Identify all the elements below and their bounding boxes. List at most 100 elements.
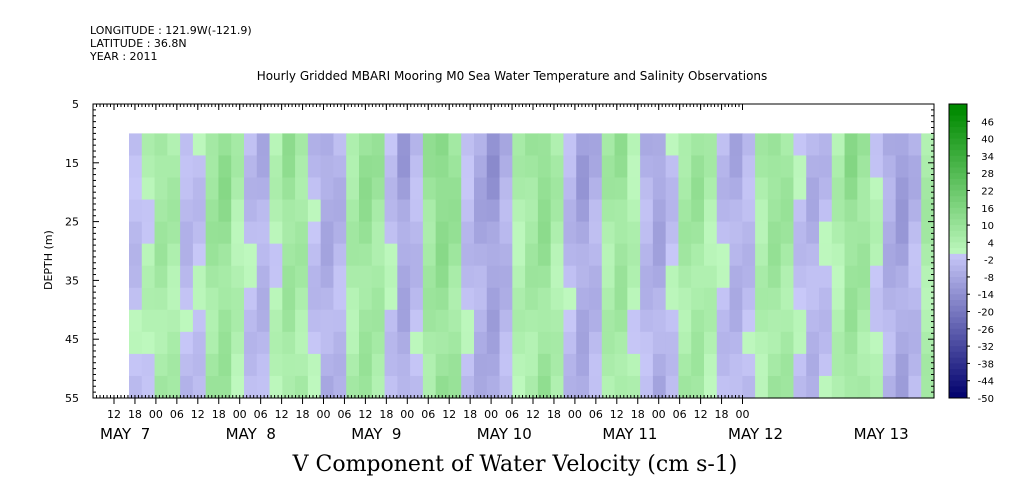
heatmap-cell	[550, 221, 565, 245]
heatmap-cell	[601, 221, 616, 245]
heatmap-cell	[397, 331, 411, 355]
heatmap-cell	[627, 133, 641, 157]
heatmap-cell	[831, 221, 846, 245]
heatmap-cell	[295, 353, 309, 377]
heatmap-cell	[205, 375, 220, 399]
heatmap-cell	[563, 287, 577, 311]
heatmap-cell	[780, 177, 795, 201]
heatmap-cell	[461, 155, 475, 179]
heatmap-cell	[742, 133, 756, 157]
heatmap-cell	[691, 309, 705, 333]
heatmap-cell	[767, 265, 782, 289]
heatmap-cell	[882, 177, 897, 201]
heatmap-cell	[537, 199, 552, 223]
heatmap-cell	[269, 199, 283, 223]
heatmap-cell	[589, 375, 603, 399]
heatmap-cell	[793, 177, 807, 201]
heatmap-cell	[882, 199, 897, 223]
heatmap-cell	[333, 287, 347, 311]
heatmap-cell	[870, 375, 884, 399]
heatmap-cell	[320, 353, 335, 377]
x-tick-label: 00	[568, 408, 582, 421]
heatmap-cell	[601, 243, 616, 267]
heatmap-cell	[895, 243, 910, 267]
colorbar-swatch	[949, 259, 967, 266]
heatmap-cell	[269, 155, 283, 179]
heatmap-cell	[857, 375, 871, 399]
heatmap-cell	[346, 133, 360, 157]
heatmap-cell	[384, 177, 398, 201]
heatmap-cell	[704, 199, 718, 223]
heatmap-cell	[320, 331, 335, 355]
heatmap-cell	[550, 309, 565, 333]
heatmap-cell	[780, 331, 795, 355]
heatmap-cell	[691, 331, 705, 355]
x-tick-label: 06	[170, 408, 184, 421]
heatmap-cell	[755, 221, 769, 245]
heatmap-cell	[359, 177, 373, 201]
heatmap-cell	[435, 243, 450, 267]
heatmap-cell	[346, 309, 360, 333]
heatmap-cell	[192, 221, 207, 245]
heatmap-cell	[448, 309, 462, 333]
heatmap-cell	[205, 309, 220, 333]
heatmap-cell	[563, 353, 577, 377]
heatmap-cell	[716, 331, 731, 355]
heatmap-cell	[384, 265, 398, 289]
colorbar-label: -38	[978, 359, 994, 370]
heatmap-cell	[652, 353, 667, 377]
heatmap-cell	[652, 375, 667, 399]
heatmap-cell	[499, 331, 513, 355]
heatmap-cell	[755, 375, 769, 399]
heatmap-cell	[806, 265, 820, 289]
heatmap-cell	[589, 155, 603, 179]
heatmap-cell	[729, 287, 743, 311]
heatmap-cell	[908, 199, 922, 223]
heatmap-cell	[410, 287, 424, 311]
heatmap-cell	[806, 133, 820, 157]
heatmap-cell	[563, 331, 577, 355]
heatmap-cell	[895, 133, 910, 157]
heatmap-cell	[819, 199, 833, 223]
colorbar-swatch	[949, 357, 967, 364]
heatmap-cell	[665, 375, 680, 399]
heatmap-cell	[691, 265, 705, 289]
heatmap-cell	[729, 199, 743, 223]
heatmap-cell	[844, 331, 858, 355]
heatmap-cell	[231, 221, 245, 245]
heatmap-cell	[716, 353, 731, 377]
x-tick-label: 12	[526, 408, 540, 421]
heatmap-cell	[320, 243, 335, 267]
heatmap-cell	[767, 287, 782, 311]
colorbar-swatch	[949, 300, 967, 307]
heatmap-cell	[767, 221, 782, 245]
x-tick-label: 06	[505, 408, 519, 421]
heatmap-cell	[448, 375, 462, 399]
heatmap-cell	[780, 287, 795, 311]
heatmap-cell	[729, 177, 743, 201]
heatmap-cell	[320, 309, 335, 333]
heatmap-cell	[422, 265, 437, 289]
heatmap-cell	[640, 155, 654, 179]
heatmap-cell	[141, 243, 156, 267]
heatmap-cell	[665, 177, 680, 201]
x-tick-label: 06	[673, 408, 687, 421]
heatmap-cell	[422, 331, 437, 355]
heatmap-cell	[231, 243, 245, 267]
heatmap-cell	[895, 331, 910, 355]
colorbar-swatch	[949, 340, 967, 347]
heatmap-cell	[448, 133, 462, 157]
heatmap-cell	[154, 265, 168, 289]
heatmap-cell	[448, 243, 462, 267]
heatmap-cell	[755, 155, 769, 179]
heatmap-cell	[755, 331, 769, 355]
heatmap-cell	[333, 331, 347, 355]
heatmap-cell	[397, 133, 411, 157]
colorbar-swatch	[949, 288, 967, 295]
heatmap-cell	[397, 265, 411, 289]
heatmap-cell	[589, 133, 603, 157]
heatmap-cell	[895, 287, 910, 311]
heatmap-cell	[167, 155, 181, 179]
heatmap-cell	[576, 243, 590, 267]
heatmap-cell	[499, 353, 513, 377]
